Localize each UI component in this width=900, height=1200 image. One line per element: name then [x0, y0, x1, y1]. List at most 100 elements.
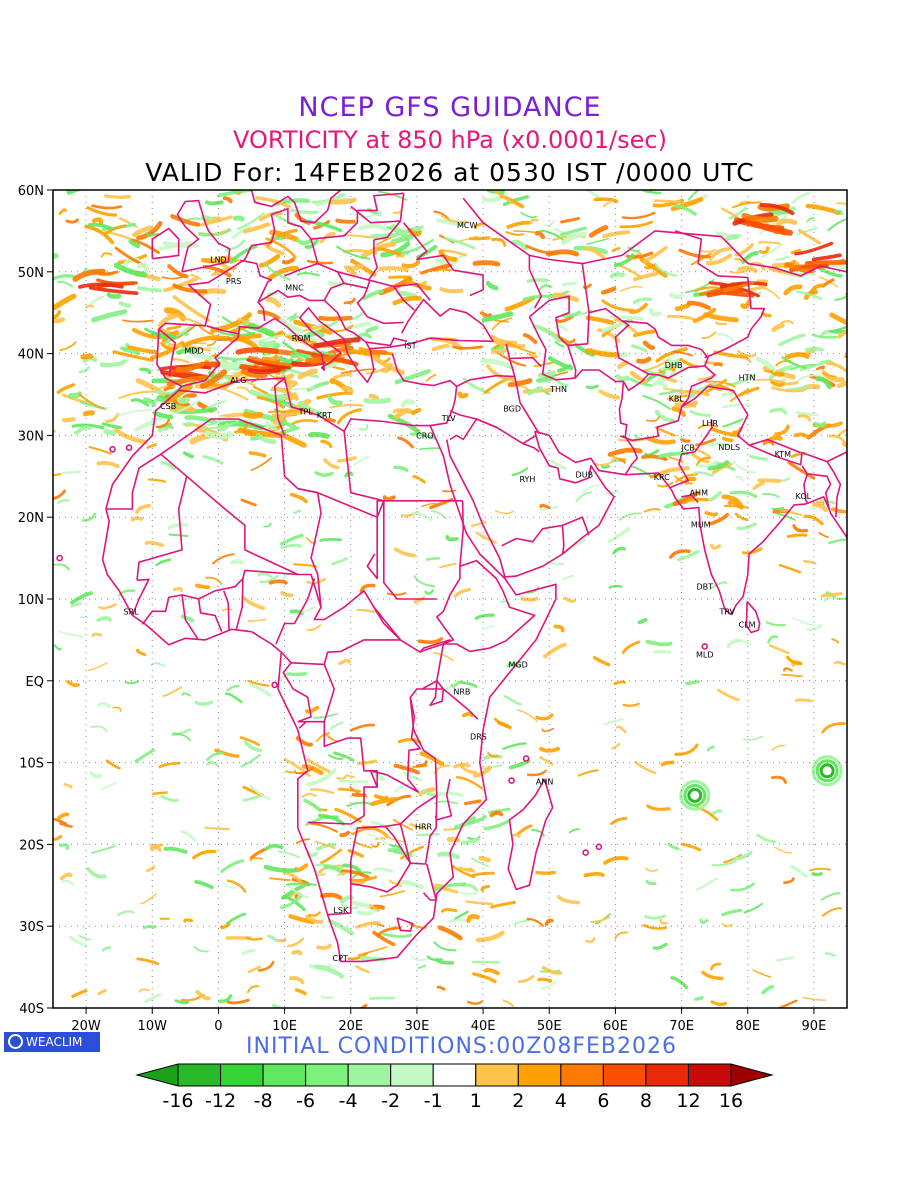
- vorticity-streak: [778, 999, 798, 1008]
- vorticity-streak: [668, 456, 684, 464]
- vorticity-streak: [692, 307, 717, 324]
- vorticity-streak: [247, 323, 275, 337]
- vorticity-streak: [314, 964, 345, 979]
- vorticity-streak: [563, 596, 576, 603]
- vorticity-streak: [335, 218, 356, 224]
- vorticity-streak: [247, 367, 282, 375]
- vorticity-streak: [280, 543, 302, 550]
- vorticity-streak: [167, 264, 189, 279]
- vorticity-streak: [452, 345, 483, 350]
- vorticity-streak: [645, 867, 659, 872]
- vorticity-streak: [258, 254, 281, 268]
- vorticity-streak: [313, 337, 361, 349]
- vorticity-streak: [489, 334, 518, 346]
- vorticity-streak: [134, 748, 156, 763]
- vorticity-streak: [207, 340, 217, 347]
- vorticity-streak: [135, 378, 170, 401]
- vorticity-streak: [277, 937, 287, 943]
- vorticity-streak: [152, 410, 174, 420]
- vorticity-streak: [161, 275, 185, 280]
- vorticity-streak: [351, 792, 367, 797]
- vorticity-streak: [841, 442, 847, 449]
- vorticity-streak: [680, 842, 702, 852]
- vorticity-streak: [757, 203, 790, 212]
- vorticity-streak: [785, 655, 803, 666]
- vorticity-streak: [295, 238, 313, 246]
- station-label: TLV: [441, 414, 456, 423]
- vorticity-streak: [289, 975, 305, 985]
- vorticity-streak: [790, 248, 802, 255]
- vorticity-streak: [100, 252, 113, 258]
- vorticity-streak: [297, 368, 318, 380]
- colorbar-segment: [220, 1063, 264, 1087]
- vorticity-streak: [710, 962, 722, 971]
- colorbar-label: -2: [381, 1090, 400, 1112]
- vorticity-streak: [446, 836, 461, 843]
- boundary-line: [280, 639, 401, 666]
- vorticity-streak: [240, 498, 257, 507]
- vorticity-streak: [794, 698, 813, 703]
- vorticity-streak: [811, 333, 838, 339]
- cyclone-vortex: [819, 763, 835, 779]
- boundary-line: [327, 860, 352, 916]
- vorticity-streak: [306, 758, 331, 774]
- station-label: IST: [404, 341, 416, 350]
- colorbar: [135, 1063, 774, 1087]
- vorticity-streak: [490, 344, 505, 352]
- vorticity-streak: [732, 460, 756, 474]
- colorbar-left-arrow: [135, 1063, 179, 1087]
- latitude-label: 10N: [18, 593, 44, 608]
- vorticity-streak: [267, 265, 299, 281]
- vorticity-streak: [166, 324, 182, 331]
- station-label: DUB: [576, 471, 594, 480]
- vorticity-streak: [790, 864, 809, 879]
- vorticity-streak: [117, 409, 153, 417]
- vorticity-streak: [163, 846, 188, 854]
- vorticity-streak: [760, 243, 784, 259]
- vorticity-streak: [491, 317, 513, 331]
- vorticity-streak: [160, 794, 179, 803]
- vorticity-streak: [470, 857, 490, 868]
- vorticity-streak: [224, 883, 238, 889]
- vorticity-streak: [235, 347, 279, 355]
- vorticity-streak: [205, 400, 226, 410]
- vorticity-streak: [706, 745, 715, 752]
- vorticity-streak: [71, 423, 105, 430]
- vorticity-streak: [286, 312, 297, 320]
- vorticity-streak: [674, 303, 691, 312]
- vorticity-streak: [377, 247, 402, 256]
- vorticity-streak: [405, 239, 434, 254]
- vorticity-streak: [331, 557, 348, 566]
- vorticity-streak: [341, 385, 354, 393]
- vorticity-streak: [214, 748, 240, 758]
- vorticity-streak: [306, 768, 337, 787]
- colorbar-labels: -16 -12 -8 -6 -4 -2 -1 1 2 4 6 8 12 16: [162, 1090, 743, 1112]
- vorticity-streak: [652, 942, 668, 950]
- vorticity-streak: [586, 237, 610, 246]
- vorticity-streak: [192, 849, 217, 860]
- vorticity-streak: [194, 700, 214, 706]
- vorticity-streak: [366, 833, 390, 846]
- island: [701, 643, 709, 650]
- vorticity-streak: [556, 895, 580, 905]
- vorticity-streak: [425, 373, 437, 382]
- vorticity-streak: [307, 431, 330, 439]
- vorticity-streak: [612, 546, 626, 555]
- vorticity-streak: [413, 575, 436, 588]
- vorticity-streak: [806, 623, 823, 631]
- vorticity-streak: [325, 733, 339, 743]
- vorticity-streak: [619, 285, 643, 292]
- vorticity-streak: [562, 281, 577, 286]
- vorticity-streak: [397, 738, 422, 744]
- station-label: LND: [210, 256, 227, 265]
- boundary-line: [383, 500, 437, 600]
- station-label: JCB: [680, 444, 694, 453]
- vorticity-streak: [716, 333, 734, 343]
- vorticity-streak: [295, 606, 316, 616]
- vorticity-streak: [614, 931, 628, 940]
- longitude-label: 70E: [669, 1019, 694, 1034]
- vorticity-streak: [758, 246, 770, 255]
- vorticity-streak: [259, 574, 279, 584]
- vorticity-streak: [236, 386, 251, 394]
- vorticity-streak: [411, 511, 433, 521]
